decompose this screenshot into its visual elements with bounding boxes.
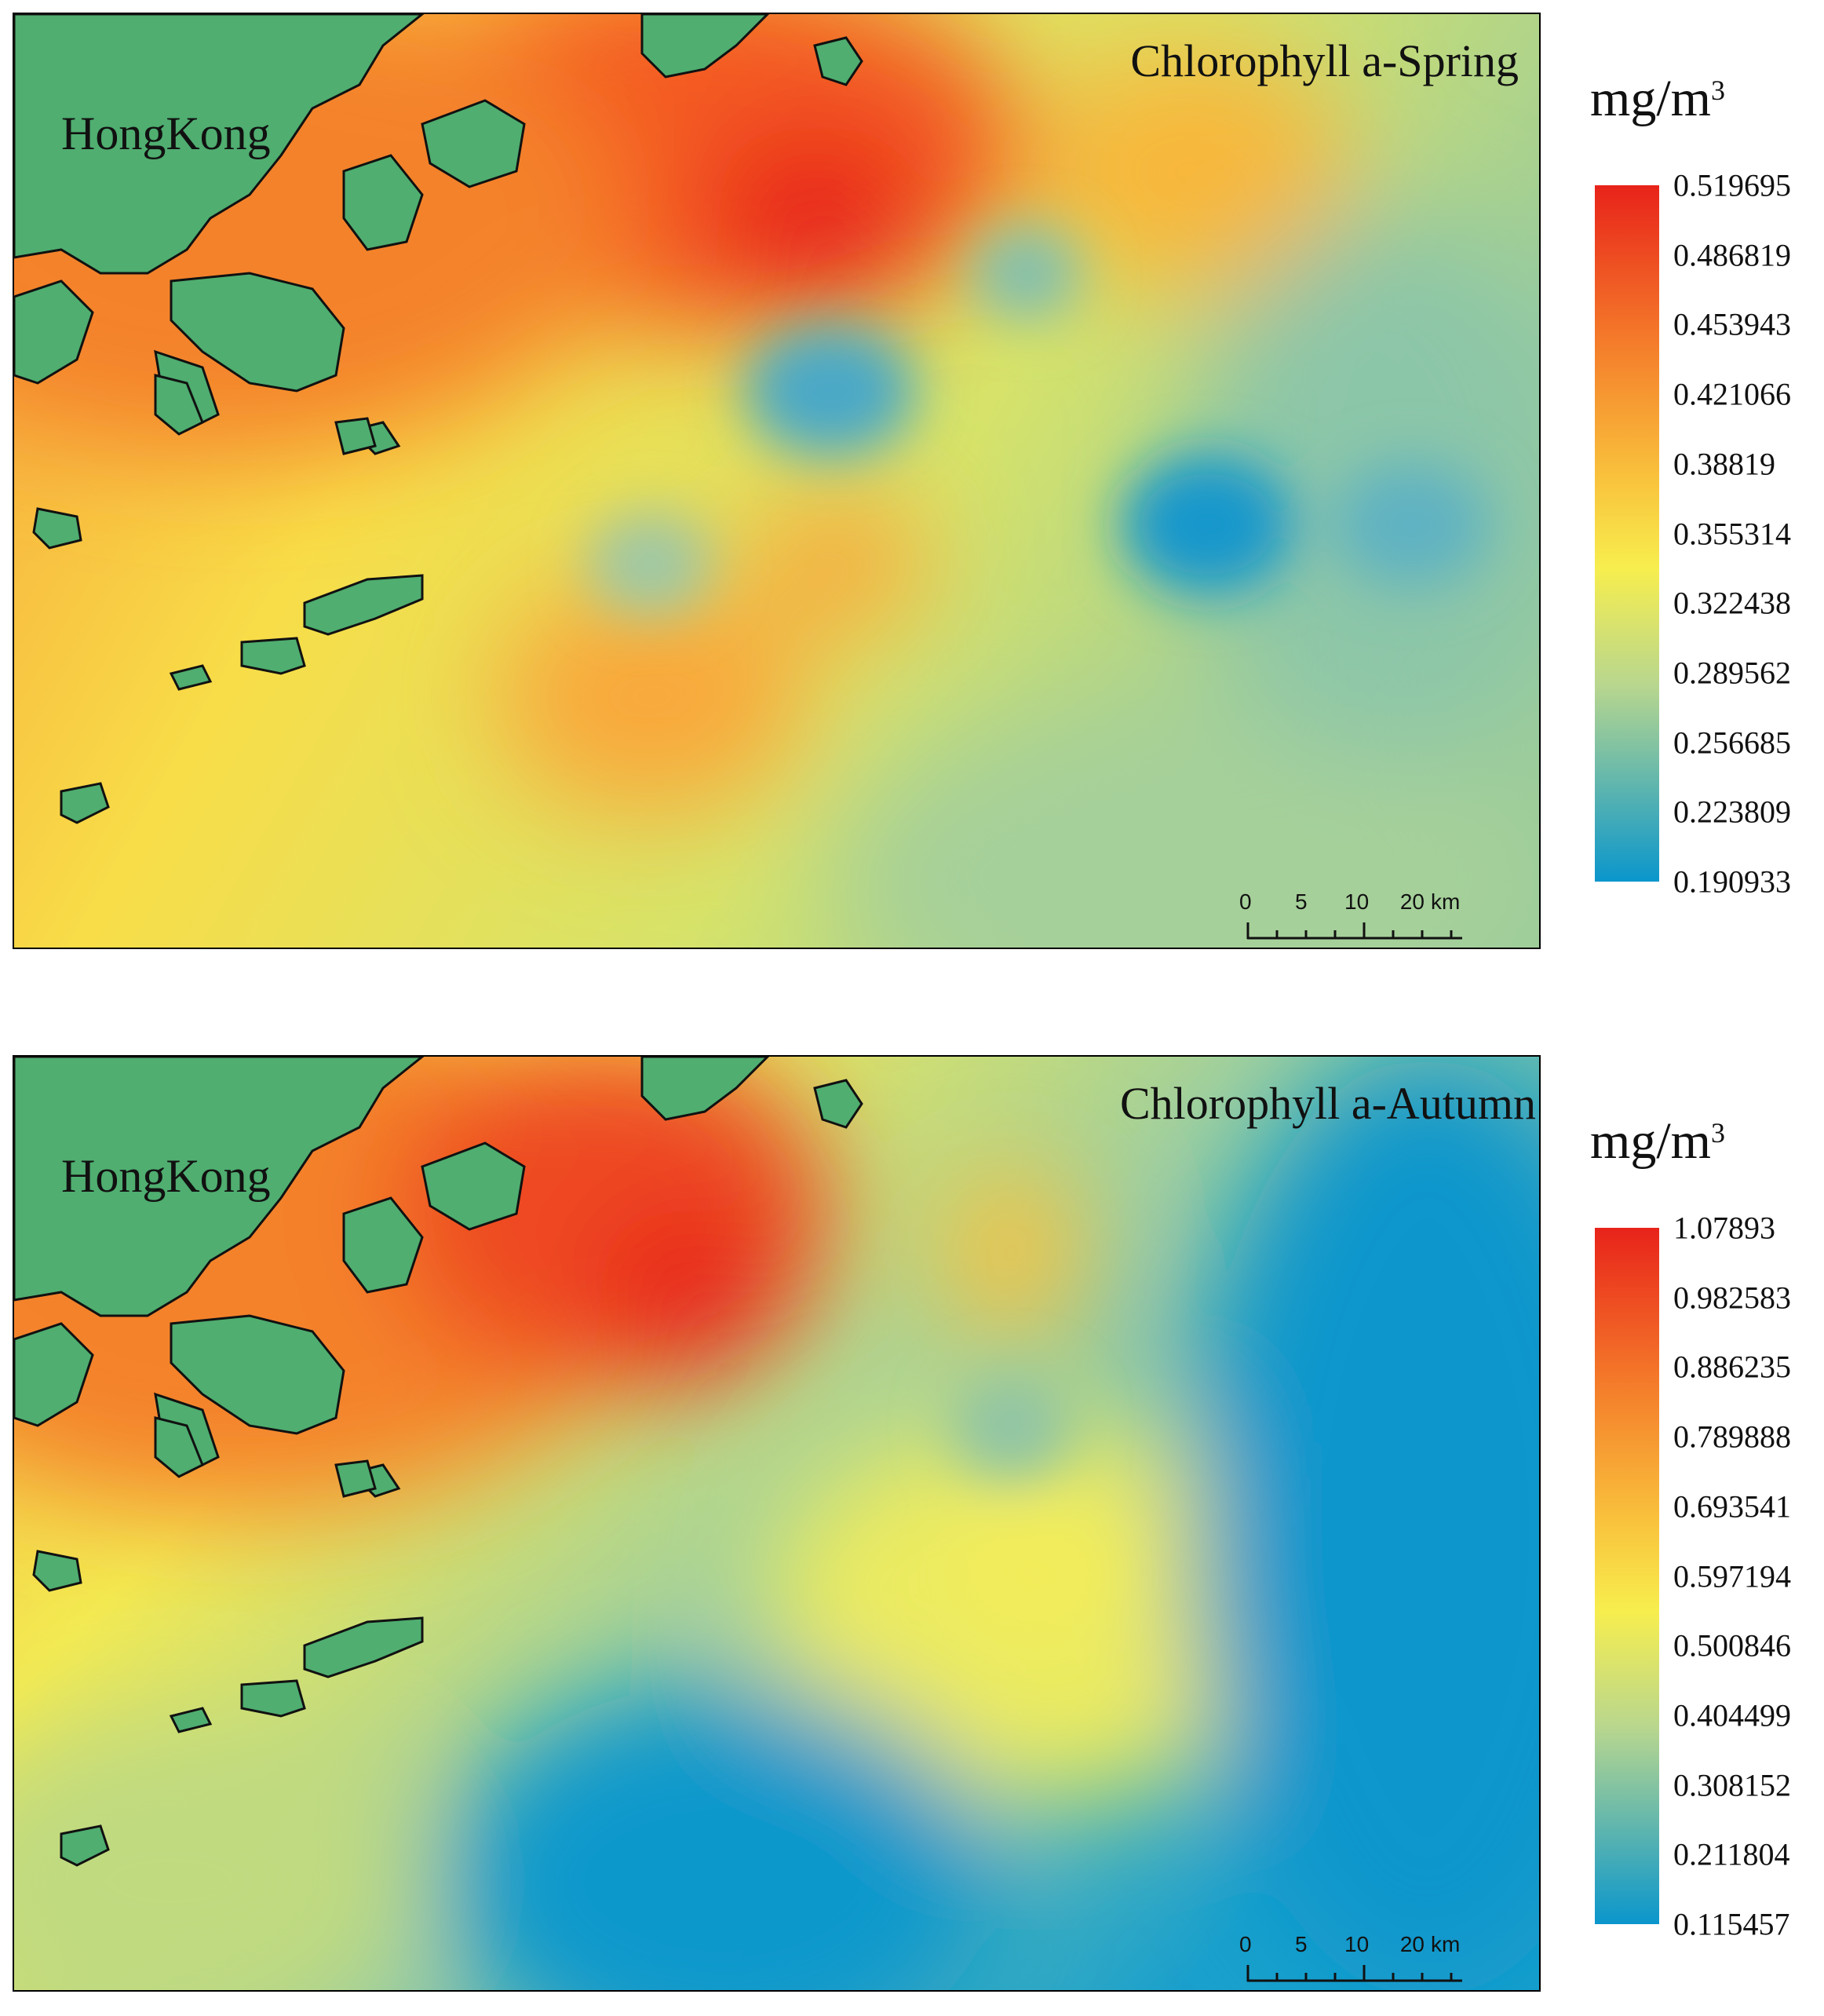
legend-value: 0.500846 (1673, 1627, 1791, 1664)
legend-value: 0.256685 (1673, 725, 1791, 761)
heatmap-spring (14, 14, 1539, 948)
legend-value: 0.789888 (1673, 1419, 1791, 1455)
legend-value: 0.404499 (1673, 1697, 1791, 1733)
legend-value: 1.07893 (1673, 1210, 1775, 1246)
scale-unit: km (1431, 889, 1461, 914)
scale-label-0: 0 (1239, 889, 1252, 914)
legend-unit: mg/m3 (1590, 70, 1726, 127)
legend-value: 0.289562 (1673, 655, 1791, 691)
heatmap-autumn (14, 1057, 1539, 1990)
legend-value: 0.38819 (1673, 446, 1775, 482)
map-panel-spring: Chlorophyll a-Spring HongKong 0 5 10 20 … (0, 0, 1824, 973)
legend-colorbar (1595, 185, 1659, 882)
scale-unit: km (1431, 1932, 1461, 1956)
scale-label-5: 5 (1295, 1932, 1308, 1956)
map-area[interactable]: Chlorophyll a-Autumn HongKong 0 5 10 20 … (13, 1055, 1541, 1992)
scale-label-20: 20 (1399, 1932, 1425, 1956)
legend-value: 0.421066 (1673, 376, 1791, 412)
legend-value: 0.693541 (1673, 1488, 1791, 1525)
map-area[interactable]: Chlorophyll a-Spring HongKong 0 5 10 20 … (13, 13, 1541, 949)
legend-value: 0.308152 (1673, 1767, 1791, 1803)
legend-value: 0.519695 (1673, 167, 1791, 203)
legend-value: 0.453943 (1673, 306, 1791, 342)
scale-label-5: 5 (1295, 889, 1308, 914)
legend-value: 0.211804 (1673, 1836, 1790, 1872)
scale-bar: 0 5 10 20 km (1227, 889, 1462, 948)
scale-label-10: 10 (1344, 889, 1370, 914)
legend-value: 0.322438 (1673, 585, 1791, 621)
map-title: Chlorophyll a-Autumn (1119, 1078, 1536, 1129)
legend-labels: 0.519695 0.486819 0.453943 0.421066 0.38… (1673, 168, 1822, 900)
legend-value: 0.223809 (1673, 794, 1791, 830)
scale-bar: 0 5 10 20 km (1227, 1932, 1462, 1990)
legend-colorbar (1595, 1228, 1659, 1924)
map-panel-autumn: Chlorophyll a-Autumn HongKong 0 5 10 20 … (0, 1043, 1824, 2016)
scale-label-0: 0 (1239, 1932, 1252, 1956)
legend-unit: mg/m3 (1590, 1112, 1726, 1170)
region-label: HongKong (61, 108, 271, 159)
legend-value: 0.886235 (1673, 1349, 1791, 1385)
legend-value: 0.115457 (1673, 1906, 1790, 1942)
map-title: Chlorophyll a-Spring (1130, 35, 1519, 86)
legend-value: 0.597194 (1673, 1558, 1791, 1594)
region-label: HongKong (61, 1150, 271, 1202)
legend-value: 0.355314 (1673, 516, 1791, 551)
legend-labels: 1.07893 0.982583 0.886235 0.789888 0.693… (1673, 1211, 1822, 1942)
scale-label-10: 10 (1344, 1932, 1370, 1956)
legend-value: 0.982583 (1673, 1280, 1791, 1316)
scale-label-20: 20 (1399, 889, 1425, 914)
legend-value: 0.486819 (1673, 237, 1791, 273)
legend-value: 0.190933 (1673, 864, 1791, 900)
